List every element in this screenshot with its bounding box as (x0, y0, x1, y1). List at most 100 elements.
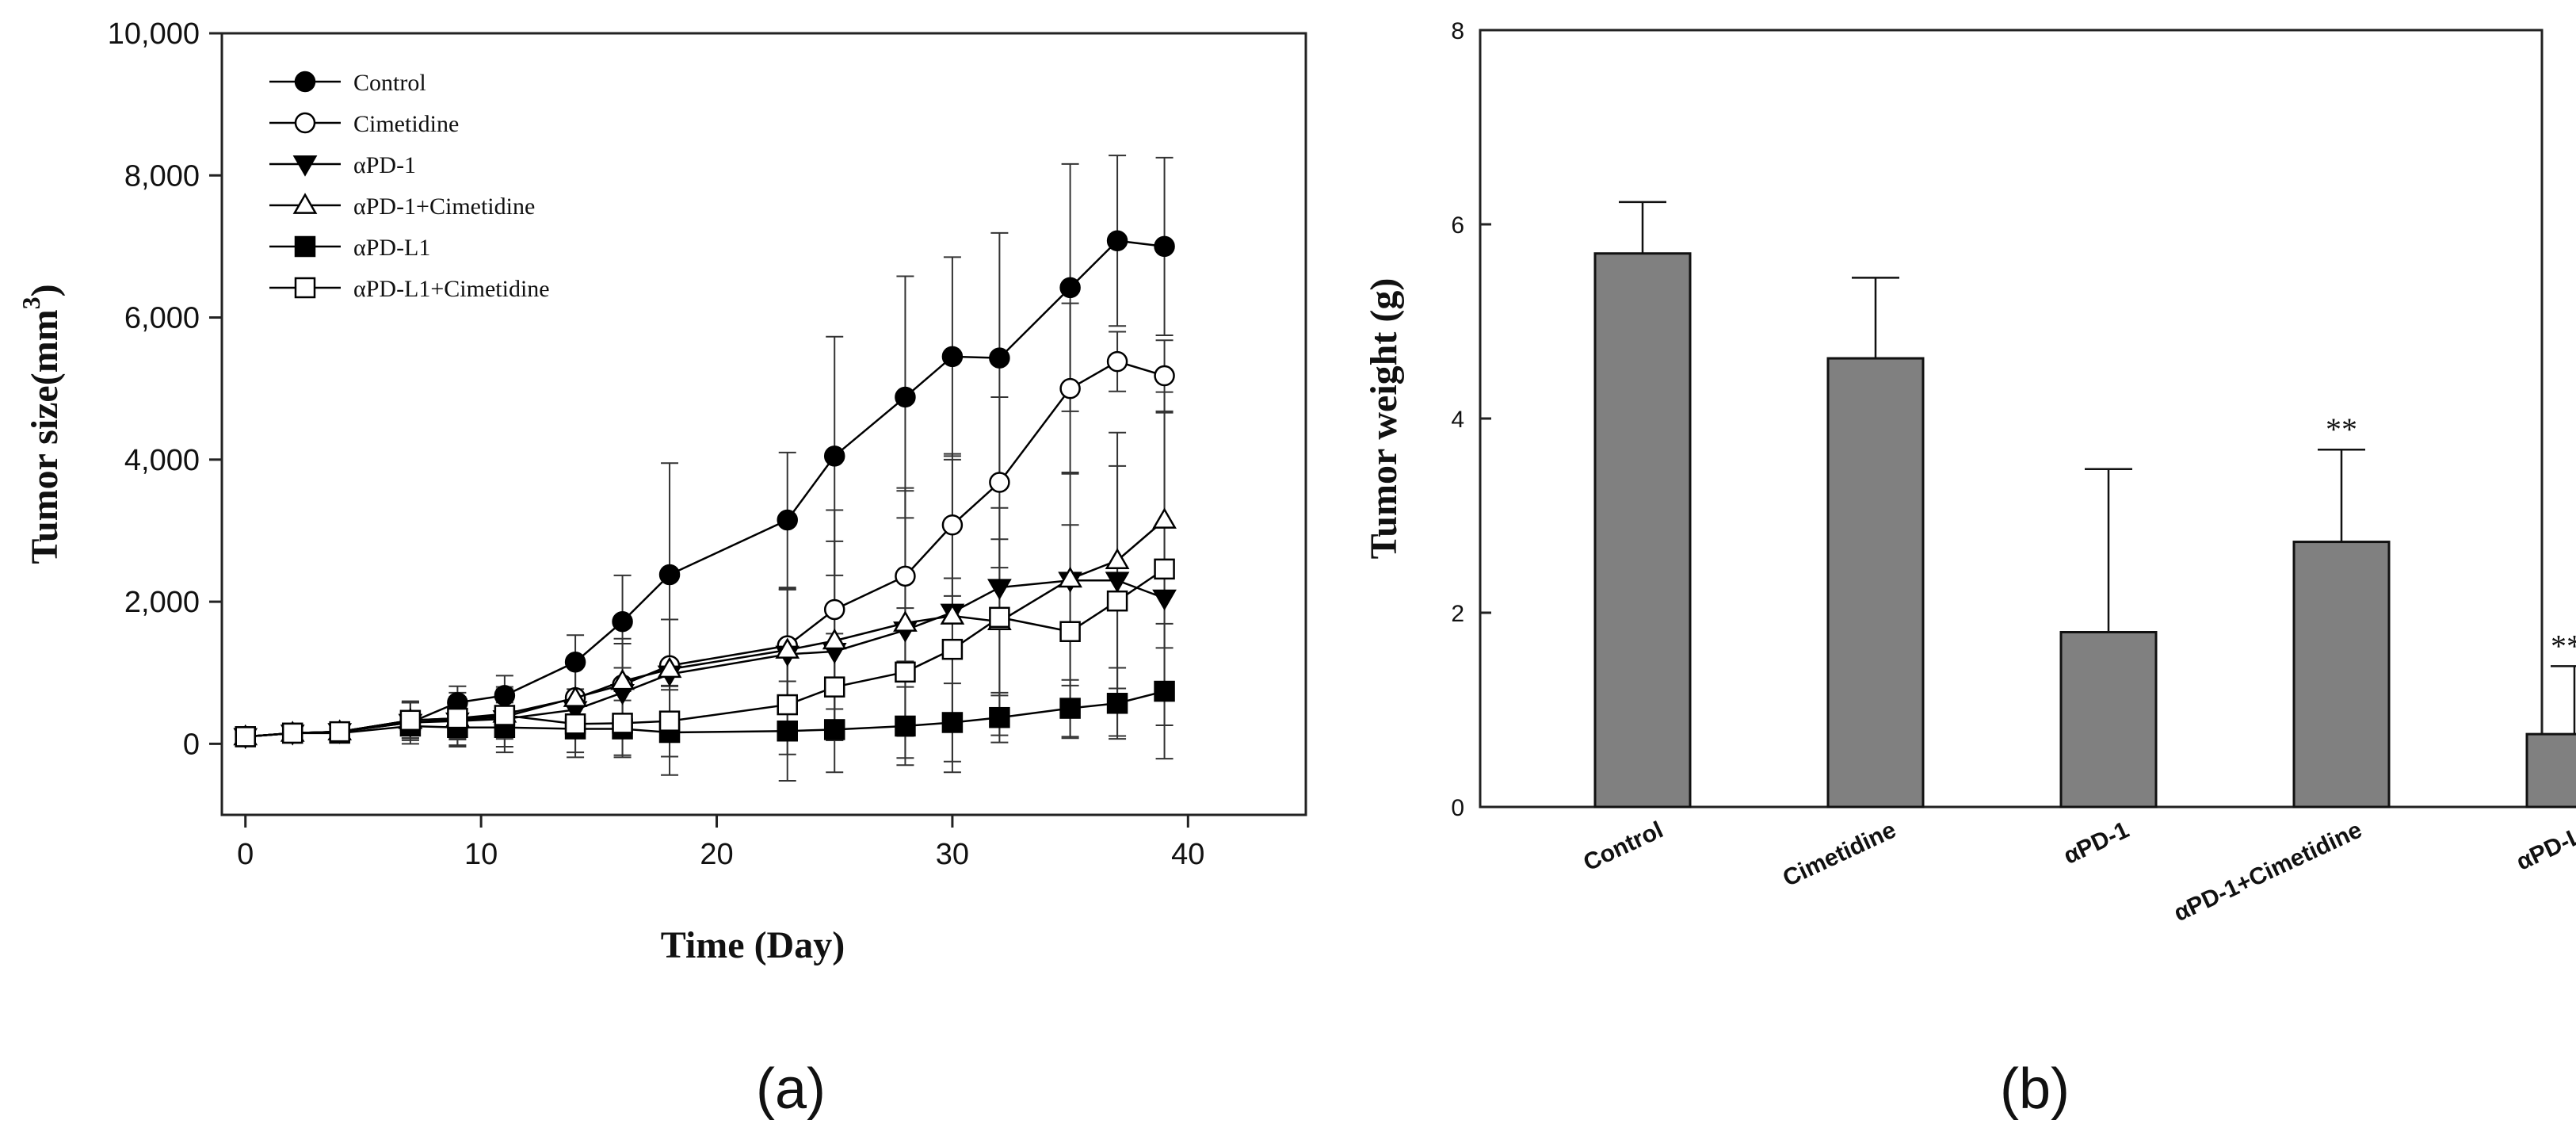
series-apd-1-plus-cimetidine (233, 507, 1177, 746)
point-cimetidine (989, 472, 1010, 493)
series-line-apd-1-plus-cimetidine (245, 519, 1166, 738)
point-apd-l1-plus-cimetidine (447, 707, 468, 729)
point-control (1154, 235, 1175, 258)
series-line-cimetidine (245, 360, 1165, 738)
panel-a-y-tick-label: 4,000 (124, 444, 200, 477)
panel-b-y-tick-label: 8 (1451, 18, 1464, 44)
point-apd-1-plus-cimetidine (822, 628, 847, 650)
point-apd-1 (1152, 589, 1177, 611)
panel-b-y-tick-label: 0 (1451, 795, 1464, 821)
category-label-apd-1: αPD-1 (2059, 816, 2133, 870)
panel-a-legend: Control Cimetidine αPD-1 αPD-1+Cimetidine αP… (269, 70, 550, 302)
panel-a-line-chart: Control Cimetidine αPD-1 αPD-1+Cimetidine αP… (17, 17, 1307, 1121)
point-cimetidine (823, 598, 845, 621)
panel-a-x-tick-label: 20 (700, 838, 733, 871)
point-apd-l1-plus-cimetidine (658, 710, 681, 732)
panel-a-x-tick-label: 10 (464, 838, 498, 871)
panel-a-y-tick-label: 2,000 (124, 586, 200, 619)
point-apd-l1 (989, 706, 1010, 728)
legend-label-apd-1-plus-cimetidine: αPD-1+Cimetidine (353, 193, 535, 220)
point-apd-1 (1105, 572, 1130, 593)
panel-a-y-tick-label: 0 (183, 728, 200, 761)
point-apd-l1-plus-cimetidine (1106, 590, 1128, 612)
point-control (941, 346, 964, 368)
point-cimetidine (1059, 377, 1081, 400)
significance-apd-1-plus-cimetidine: ** (2326, 411, 2357, 447)
point-apd-1-plus-cimetidine (1105, 548, 1130, 569)
point-apd-l1 (1059, 698, 1081, 719)
category-label-cimetidine: Cimetidine (1779, 816, 1900, 892)
point-apd-l1-plus-cimetidine (823, 676, 845, 698)
category-label-control: Control (1579, 816, 1667, 876)
point-control (1059, 277, 1081, 299)
panel-b-y-tick-label: 4 (1451, 407, 1464, 433)
legend-marker-control (294, 71, 316, 93)
point-cimetidine (941, 514, 964, 536)
point-apd-1-plus-cimetidine (940, 603, 965, 625)
point-apd-l1-plus-cimetidine (895, 661, 916, 683)
series-apd-l1 (235, 680, 1175, 747)
point-apd-l1-plus-cimetidine (1059, 621, 1081, 642)
panel-a-y-axis-title: Tumor size(mm3) (17, 284, 66, 564)
point-control (895, 386, 916, 408)
series-line-control (245, 239, 1165, 738)
point-control (823, 445, 845, 467)
point-control (658, 564, 681, 586)
point-control (612, 610, 633, 633)
point-apd-l1 (777, 720, 798, 742)
point-cimetidine (895, 565, 916, 587)
panel-b-y-axis-title: Tumor weight (g) (1363, 278, 1405, 560)
legend-label-apd-l1-plus-cimetidine: αPD-L1+Cimetidine (353, 276, 550, 302)
legend-label-apd-1: αPD-1 (353, 152, 416, 178)
panel-b-y-tick-label: 2 (1451, 601, 1464, 627)
point-apd-l1 (895, 715, 916, 737)
point-control (1106, 230, 1128, 251)
series-cimetidine (235, 350, 1175, 747)
point-apd-1-plus-cimetidine (1152, 507, 1177, 529)
panel-a-y-tick-label: 10,000 (108, 17, 200, 51)
bar-apd-1 (2059, 631, 2158, 809)
point-apd-l1-plus-cimetidine (399, 709, 422, 732)
bar-apd-1-plus-cimetidine (2292, 541, 2391, 809)
category-label-apd-1-plus-cimetidine: αPD-1+Cimetidine (2170, 816, 2365, 927)
significance-apd-l1: *** (2551, 628, 2576, 663)
point-apd-l1-plus-cimetidine (235, 726, 256, 747)
panel-b-y-tick-label: 6 (1451, 212, 1464, 239)
point-apd-l1-plus-cimetidine (494, 705, 516, 726)
point-apd-1-plus-cimetidine (775, 637, 800, 659)
point-apd-l1-plus-cimetidine (612, 713, 633, 734)
legend-marker-apd-l1 (294, 235, 316, 258)
panel-a-x-axis-title: Time (Day) (661, 924, 845, 966)
point-apd-1-plus-cimetidine (563, 686, 588, 707)
panel-a-x-tick-label: 40 (1171, 838, 1204, 871)
legend-marker-apd-l1-plus-cimetidine (294, 277, 316, 299)
point-cimetidine (1106, 350, 1128, 373)
bar-apd-l1 (2525, 732, 2576, 809)
point-apd-l1 (941, 712, 964, 733)
point-apd-l1-plus-cimetidine (777, 694, 798, 716)
panel-b-label: (b) (2000, 1057, 2070, 1121)
category-label-apd-l1: αPD-L1 (2513, 816, 2576, 875)
point-apd-l1-plus-cimetidine (281, 722, 303, 744)
point-apd-1-plus-cimetidine (1058, 566, 1082, 588)
point-apd-1-plus-cimetidine (610, 668, 635, 690)
point-cimetidine (1154, 365, 1175, 387)
legend-marker-apd-1-plus-cimetidine (292, 193, 318, 214)
point-apd-l1 (1106, 693, 1128, 714)
point-control (564, 652, 586, 673)
point-apd-l1-plus-cimetidine (564, 713, 586, 735)
panel-a-label: (a) (756, 1057, 826, 1121)
panel-a-x-tick-label: 0 (237, 838, 254, 871)
bar-cimetidine (1826, 357, 1925, 809)
point-apd-l1-plus-cimetidine (989, 606, 1010, 629)
legend-label-apd-l1: αPD-L1 (353, 235, 430, 261)
legend-label-cimetidine: Cimetidine (353, 111, 459, 137)
panel-a-plot-frame (220, 32, 1307, 816)
panel-a-y-tick-label: 6,000 (124, 302, 200, 335)
point-apd-1-plus-cimetidine (657, 656, 682, 679)
point-apd-l1-plus-cimetidine (941, 638, 964, 660)
point-apd-l1 (1154, 680, 1175, 702)
point-apd-l1 (823, 719, 845, 740)
panel-b-bar-chart: Tumor weight (g) (b) 0 2 4 6 8 Control Cimetid… (1363, 18, 2576, 1121)
